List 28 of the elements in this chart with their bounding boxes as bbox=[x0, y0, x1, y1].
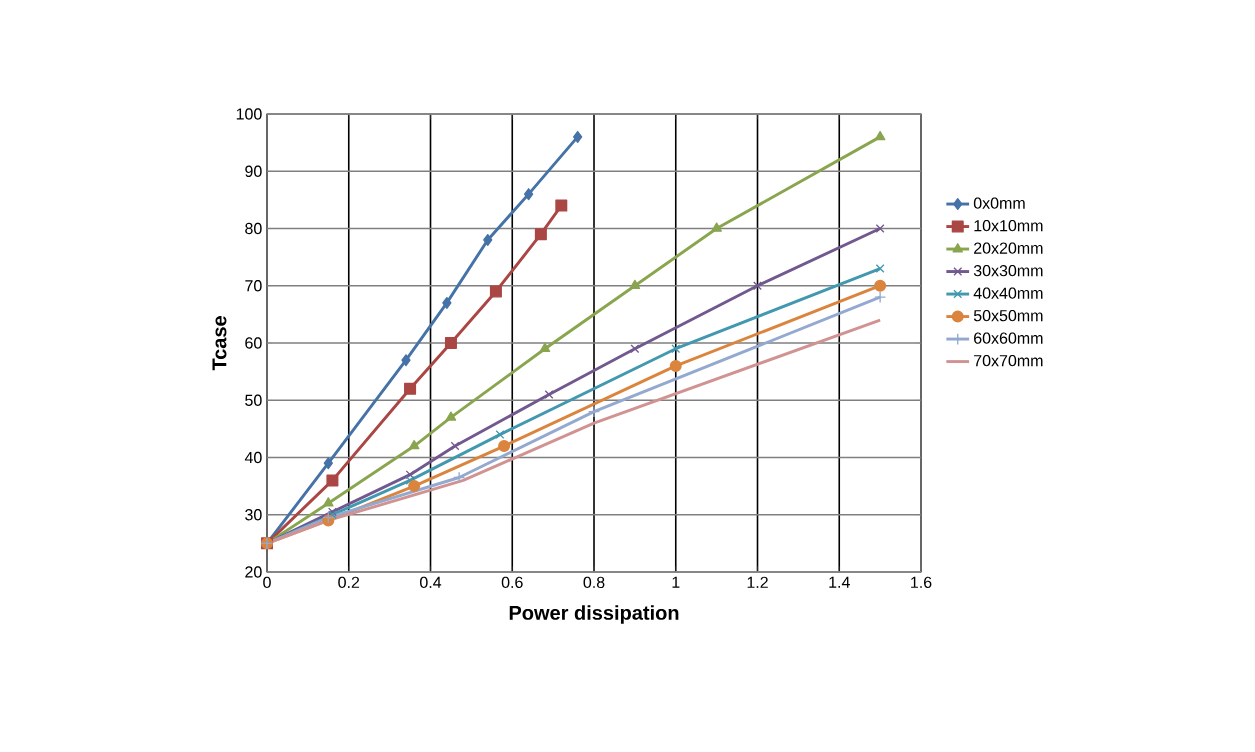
y-tick-label: 80 bbox=[245, 222, 262, 235]
legend-label: 30x30mm bbox=[973, 264, 1043, 277]
x-tick-label: 1.2 bbox=[747, 576, 768, 588]
legend-label: 70x70mm bbox=[974, 354, 1043, 367]
y-axis-title: Tcase bbox=[212, 316, 227, 371]
y-tick-label: 70 bbox=[245, 280, 262, 292]
y-tick-label: 50 bbox=[245, 394, 262, 406]
x-tick-label: 1.6 bbox=[911, 576, 932, 589]
x-tick-label: 0.8 bbox=[583, 576, 605, 589]
x-tick-label: 1.4 bbox=[829, 576, 850, 588]
legend-label: 40x40mm bbox=[973, 287, 1043, 299]
x-tick-label: 1 bbox=[672, 576, 680, 588]
y-tick-label: 30 bbox=[245, 509, 262, 521]
legend-label: 0x0mm bbox=[973, 197, 1025, 209]
legend-label: 50x50mm bbox=[973, 309, 1043, 322]
legend-label: 60x60mm bbox=[974, 332, 1043, 344]
y-tick-label: 60 bbox=[245, 337, 262, 349]
y-tick-label: 100 bbox=[236, 108, 262, 120]
y-tick-label: 20 bbox=[245, 566, 262, 578]
legend-label: 20x20mm bbox=[974, 242, 1043, 254]
x-tick-label: 0.4 bbox=[420, 576, 442, 589]
legend-label: 10x10mm bbox=[974, 219, 1043, 232]
x-axis-title: Power dissipation bbox=[509, 605, 679, 624]
y-tick-label: 90 bbox=[245, 165, 262, 177]
x-tick-label: 0 bbox=[263, 576, 271, 589]
x-tick-label: 0.6 bbox=[501, 576, 523, 589]
y-tick-label: 40 bbox=[244, 451, 262, 464]
x-tick-label: 0.2 bbox=[338, 576, 360, 589]
